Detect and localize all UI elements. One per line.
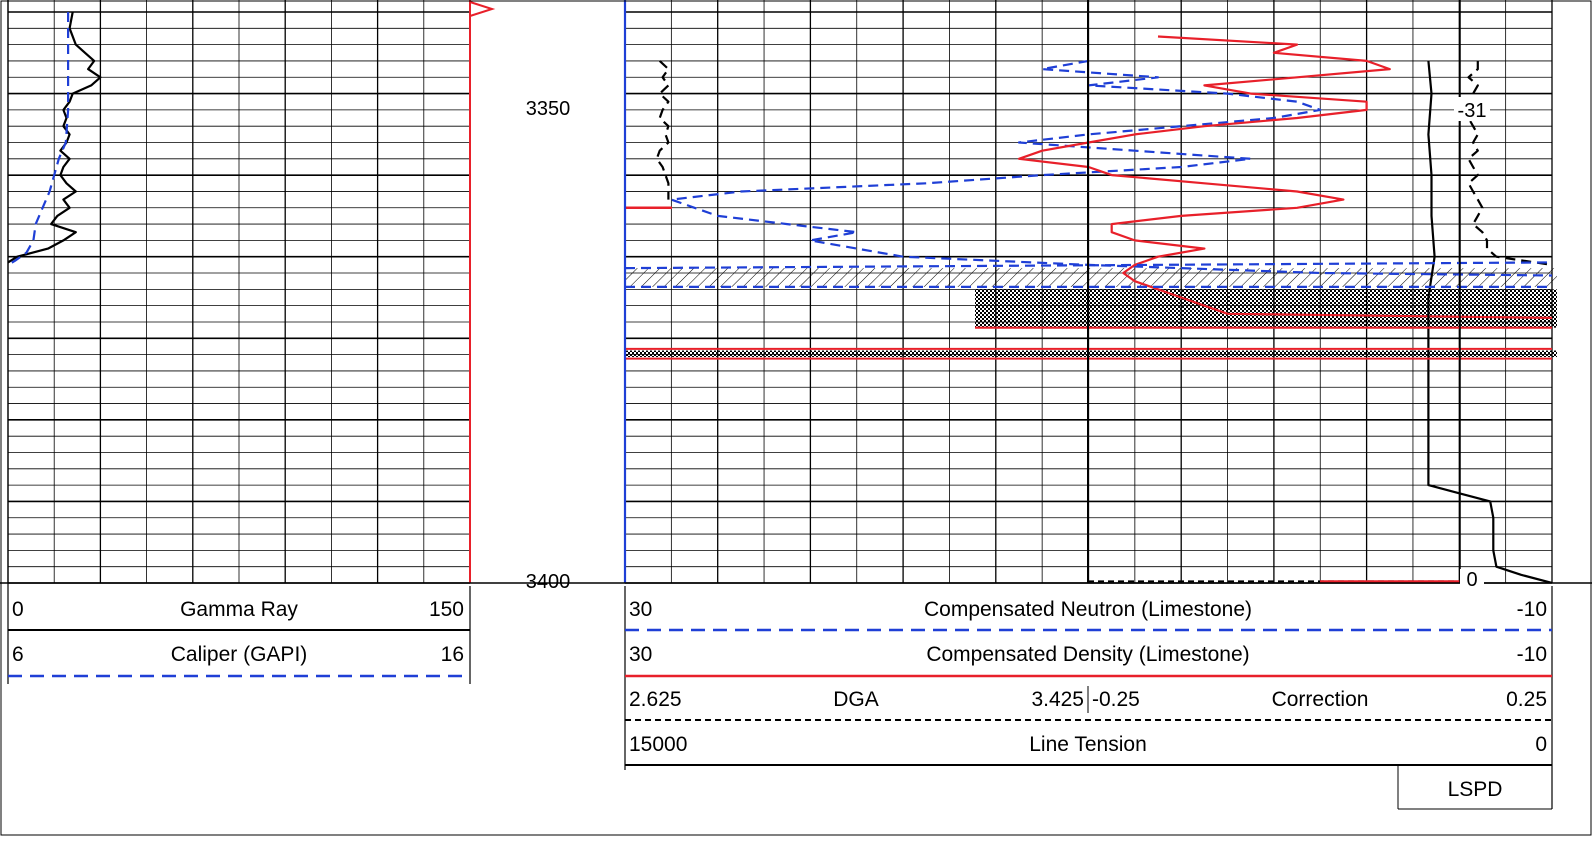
tension-name: Line Tension: [1029, 733, 1147, 756]
correction-name: Correction: [1272, 688, 1369, 711]
caliper-name: Caliper (GAPI): [171, 643, 308, 666]
caliper-max: 16: [441, 643, 464, 666]
readout-value-2: 0: [1466, 569, 1477, 591]
dga-min: 2.625: [629, 688, 682, 711]
checker-band: [625, 350, 1557, 358]
density-curve: [1017, 35, 1553, 319]
legend-left: 0 Gamma Ray 150 6 Caliper (GAPI) 16: [8, 598, 470, 678]
log-curves: [8, 11, 1553, 583]
depth-label-3400: 3400: [526, 571, 571, 593]
crossover-fills: [625, 268, 1557, 358]
neutron-name: Compensated Neutron (Limestone): [924, 598, 1252, 621]
dga-name: DGA: [833, 688, 879, 711]
readout-bg: [1454, 97, 1490, 121]
legend-right: 30 Compensated Neutron (Limestone) -10 3…: [625, 598, 1552, 810]
depth-marker: [469, 1, 496, 17]
readout-bg-2: [1460, 569, 1484, 585]
tension-min: 15000: [629, 733, 687, 756]
gamma-ray-min: 0: [12, 598, 24, 621]
caliper-min: 6: [12, 643, 24, 666]
hatch-fill: [625, 268, 1557, 287]
tension-max: 0: [1535, 733, 1547, 756]
density-min: 30: [629, 643, 652, 666]
left-track-grid: [7, 0, 471, 584]
correction-max: 0.25: [1506, 688, 1547, 711]
neutron-max: -10: [1517, 598, 1547, 621]
density-max: -10: [1517, 643, 1547, 666]
checker-fill: [975, 289, 1557, 328]
readout-value: -31: [1458, 100, 1487, 122]
neutron-min: 30: [629, 598, 652, 621]
correction-min: -0.25: [1092, 688, 1140, 711]
lspd-label: LSPD: [1448, 778, 1503, 801]
depth-label-3350: 3350: [526, 98, 571, 120]
line-tension-curve: [1427, 60, 1553, 583]
gamma-ray-name: Gamma Ray: [180, 598, 298, 621]
density-name: Compensated Density (Limestone): [926, 643, 1249, 666]
correction-curve: [1467, 60, 1553, 266]
caliper-curve: [8, 12, 70, 266]
gamma-ray-max: 150: [429, 598, 464, 621]
neutron-boundary-line: [624, 261, 1553, 270]
dga-max: 3.425: [1031, 688, 1084, 711]
neutron-curve: [670, 59, 1553, 277]
dga-curve: [655, 60, 670, 200]
